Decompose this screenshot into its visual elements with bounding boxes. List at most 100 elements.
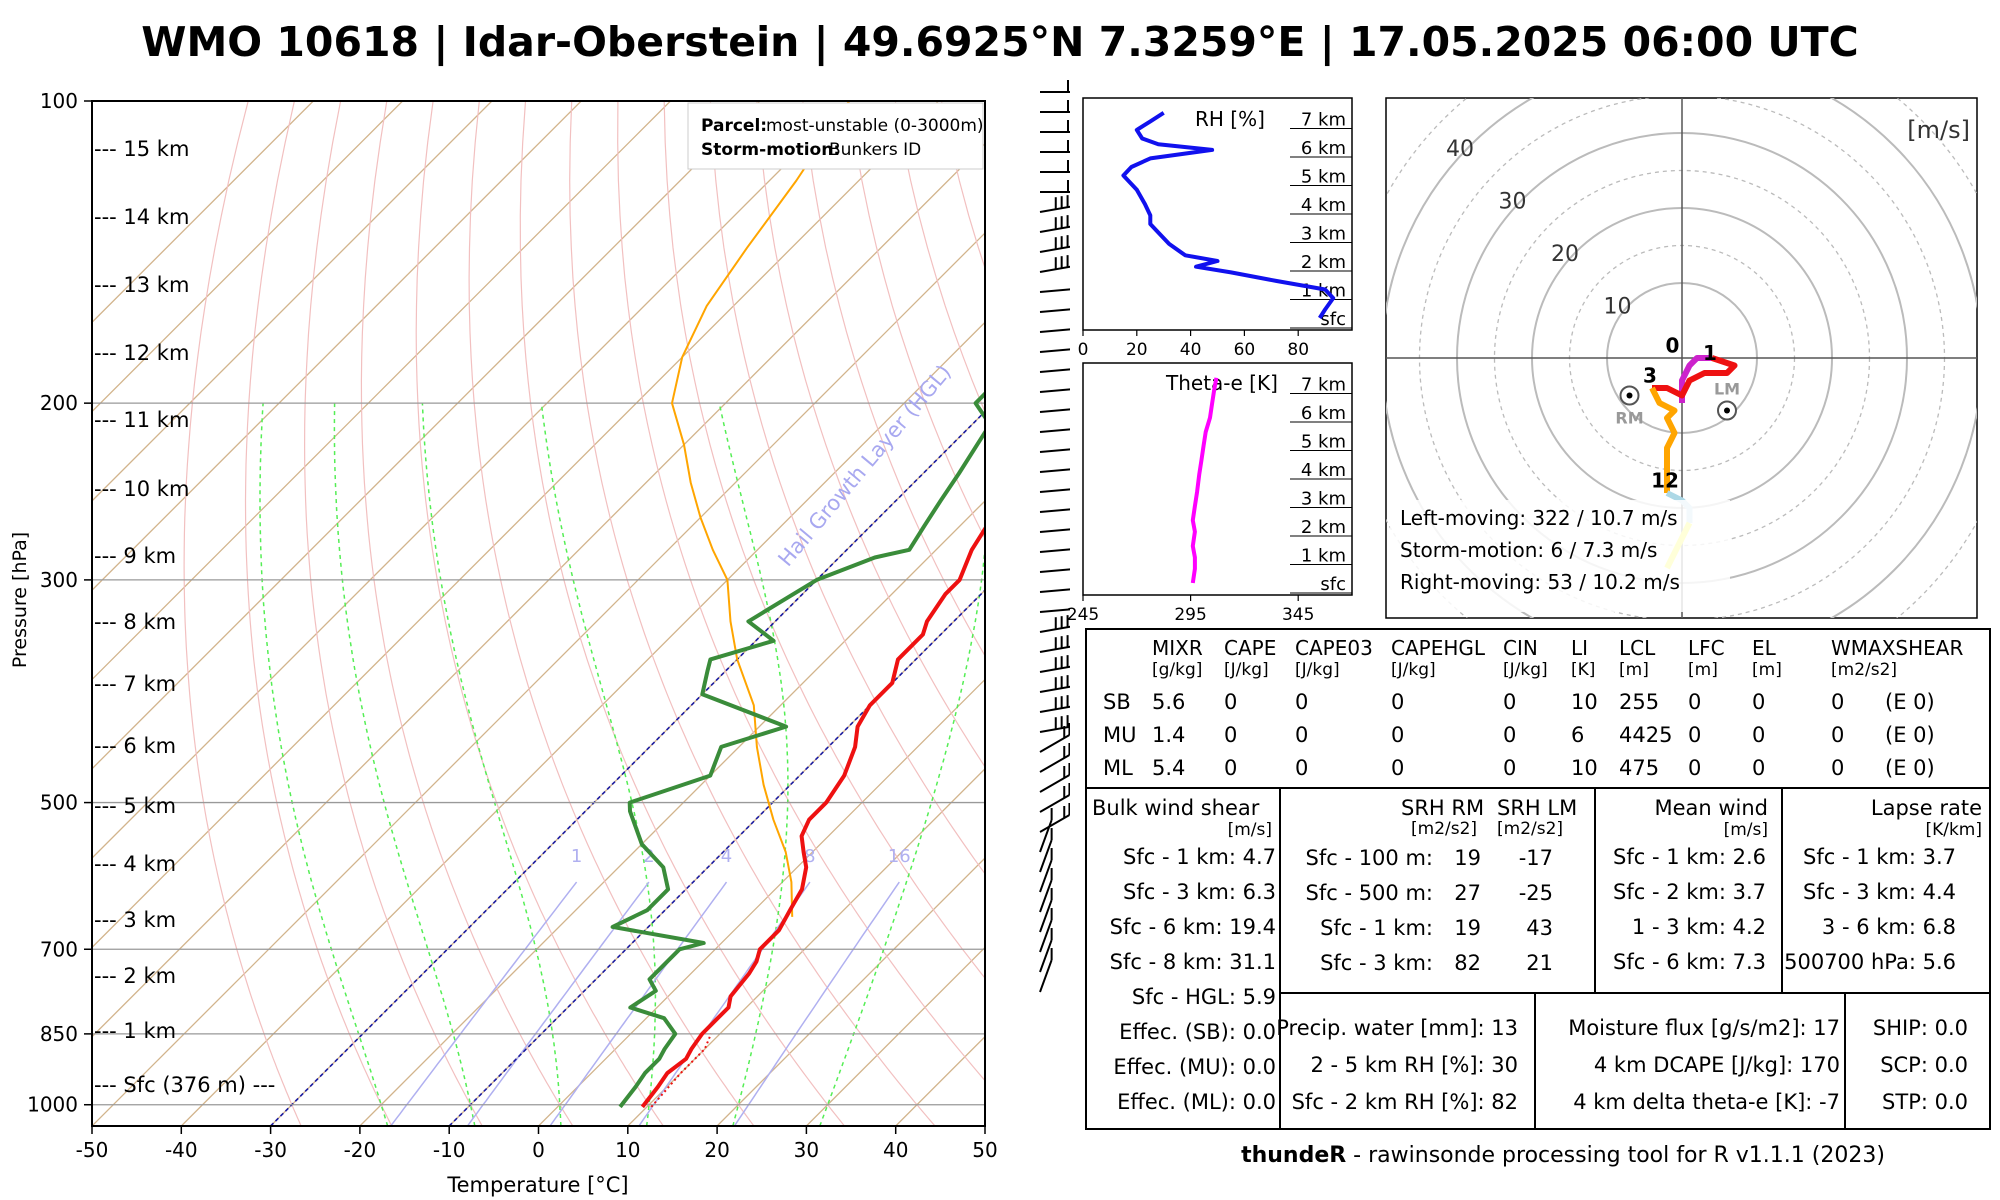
srh-row-label: Sfc - 100 m: [1305,846,1434,870]
hdr-cape03: CAPE03 [1295,636,1373,660]
srh-row-label: Sfc - 3 km: [1320,951,1433,975]
height-label: --- 4 km [94,852,176,876]
params-cell: 0 [1295,690,1309,714]
x-tick-label: -50 [76,1138,109,1162]
bulk-shear-unit: [m/s] [1227,820,1272,840]
params-cell: MU [1103,723,1137,747]
mean-wind-row: 1 - 3 km: 4.2 [1631,915,1766,939]
bulk-shear-rows: Sfc - 1 km: 4.7 Sfc - 3 km: 6.3 Sfc - 6 … [1086,840,1280,1120]
mixing-ratio-line [549,881,728,1126]
height-label: 2 km [1301,517,1346,538]
params-cell: 0 [1688,756,1702,780]
dry-adiabat [360,101,574,1126]
srh-rm-value: 19 [1454,846,1481,870]
wind-barb [1039,743,1070,773]
height-label: --- 2 km [94,964,176,988]
y-tick-label: 300 [40,568,78,592]
legend-parcel-label: Parcel: [701,116,767,136]
unit-lcl: [m] [1619,660,1649,680]
wind-barbs [1039,80,1070,993]
rm-marker-dot [1626,392,1633,399]
wind-barb [1039,215,1070,233]
lm-marker-label: LM [1714,380,1740,399]
x-tick-label: 10 [615,1138,640,1162]
wind-barb [1039,588,1070,593]
height-label: --- 7 km [94,672,176,696]
storm-motion-text: Storm-motion: 6 / 7.3 m/s [1400,538,1657,562]
wind-barb [1039,808,1053,853]
x-tick-label: -40 [165,1138,198,1162]
params-cell: ML [1103,756,1133,780]
wind-barb [1039,608,1070,613]
height-label: 5 km [1301,167,1346,188]
wind-barb [1039,488,1070,493]
wind-barb [1039,908,1053,953]
profile-line [1190,377,1219,584]
hdr-wmaxshear: WMAXSHEAR [1831,636,1964,660]
wind-barb [1039,448,1070,453]
x-tick-label: -10 [433,1138,466,1162]
unit-cape03: [J/kg] [1295,660,1340,680]
y-tick-label: 1000 [27,1093,78,1117]
dry-adiabat [569,101,936,1126]
shear-row: Effec. (ML): 0.0 [1117,1090,1276,1114]
moist-adiabat [718,403,789,1126]
lapse-rate-table: Lapse rate [K/km] Sfc - 1 km: 3.7 Sfc - … [1782,796,1990,980]
y-tick-label: 200 [40,391,78,415]
profile-line [1121,111,1336,320]
params-cell: SB [1103,690,1131,714]
page-title: WMO 10618 | Idar-Oberstein | 49.6925°N 7… [141,18,1859,66]
height-label: 2 km [1301,252,1346,273]
isotherm [92,101,850,860]
composite-row: SCP: 0.0 [1880,1053,1968,1077]
isotherm [270,410,985,1126]
params-cell: 6 [1571,723,1585,747]
srh-rm-unit: [m2/s2] [1411,819,1478,839]
theta-e-profile-chart: Theta-e [K] 7 km 6 km 5 km 4 km 3 km 2 km 1 km… [1067,362,1353,625]
mixing-ratio-line [466,881,650,1126]
isotherm [92,101,404,413]
height-label: --- 6 km [94,734,176,758]
params-cell: 1.4 [1152,723,1186,747]
y-tick-label: 100 [40,89,78,113]
legend-parcel-value: most-unstable (0-3000m) [766,116,984,136]
hodo-segment [1679,355,1712,403]
hodo-segment [1649,386,1678,493]
mixing-ratio-line [390,881,578,1126]
params-cell: 0 [1391,690,1405,714]
params-cell: 0 [1752,690,1766,714]
shear-row: Sfc - 6 km: 19.4 [1109,915,1276,939]
params-cell: 475 [1619,756,1660,780]
x-tick-label: -30 [254,1138,287,1162]
shear-row: Effec. (MU): 0.0 [1113,1055,1276,1079]
height-label: 5 km [1301,432,1346,453]
moist-adiabat [540,403,657,1126]
lapse-rate-title: Lapse rate [1870,796,1982,820]
wind-barb [1040,140,1070,153]
params-cell: 0 [1391,756,1405,780]
footer-brand: thundeR [1241,1143,1347,1168]
wind-barb [1039,528,1070,533]
wind-barb [1039,848,1053,893]
height-label: --- 1 km [94,1019,176,1043]
params-cell: 0 [1503,723,1517,747]
height-label: sfc [1320,574,1346,595]
hdr-li: LI [1571,636,1589,660]
params-cell: 0 [1224,723,1238,747]
composite-table: SHIP: 0.0 SCP: 0.0 STP: 0.0 [1846,1010,1968,1121]
isotherm [716,857,985,1126]
srh-lm-value: -25 [1518,881,1553,905]
dry-adiabat [848,101,985,540]
height-label: --- 8 km [94,610,176,634]
wind-barb [1040,120,1070,133]
moisture-row: Precip. water [mm]: 13 [1276,1016,1518,1040]
params-cell: 0 [1831,723,1845,747]
hodograph-chart: 10 20 30 40 0 1 3 12 RM LM [m/s] Left-moving: 322… [1385,97,1978,619]
x-tick-label: 60 [1234,340,1256,360]
wind-barb [1039,783,1070,813]
mean-wind-row: Sfc - 1 km: 2.6 [1613,845,1766,869]
wind-barb [1039,635,1070,653]
height-label: 6 km [1301,138,1346,159]
